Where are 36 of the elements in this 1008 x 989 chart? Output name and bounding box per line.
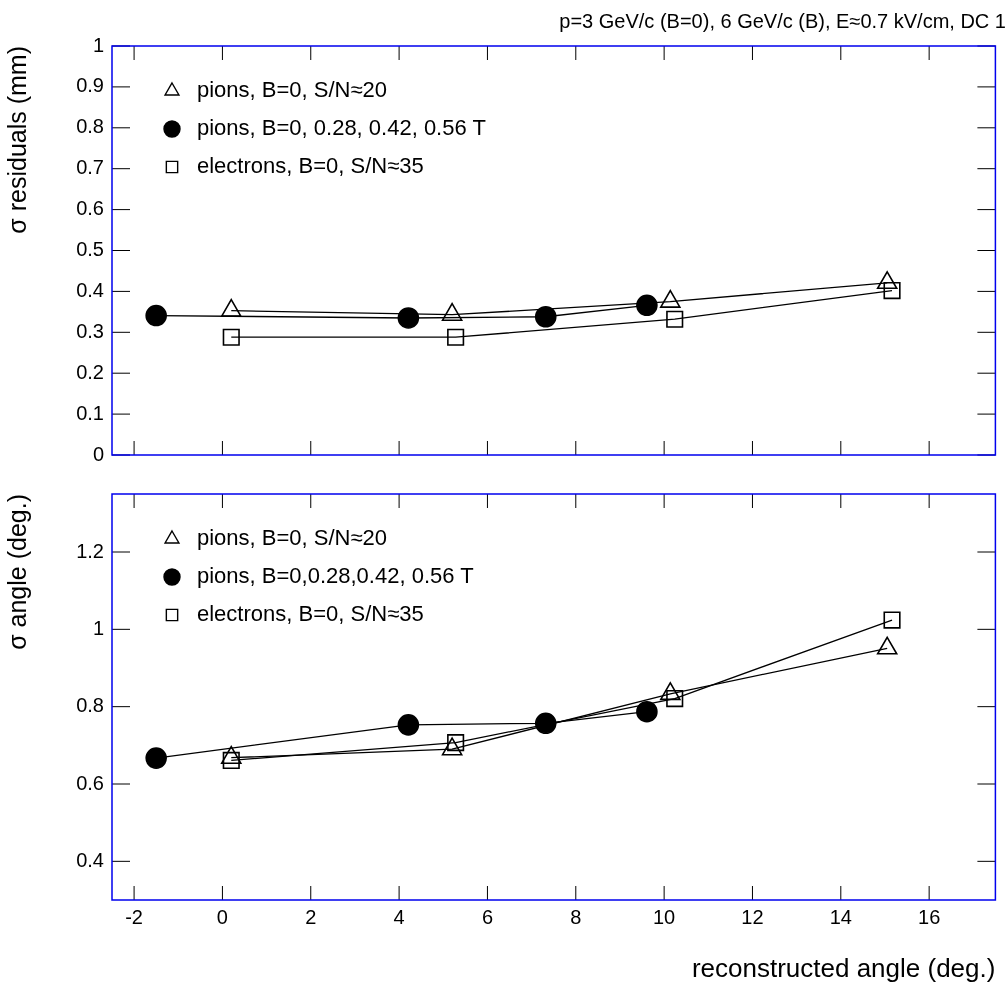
y-tick-label: 0.7 — [76, 156, 104, 179]
y-tick-label: 0.6 — [76, 771, 104, 794]
x-tick-label: 8 — [570, 905, 582, 928]
legend-label: pions, B=0,0.28,0.42, 0.56 T — [197, 563, 474, 589]
x-axis-title: reconstructed angle (deg.) — [691, 952, 996, 983]
y-tick-label: 0.8 — [76, 694, 104, 717]
legend-label: pions, B=0, S/N≈20 — [197, 77, 388, 103]
y-axis-title: σ angle (deg.) — [2, 494, 31, 650]
y-tick-label: 0.6 — [76, 197, 104, 220]
y-axis-title: σ residuals (mm) — [2, 46, 31, 234]
y-tick-label: 0.2 — [76, 360, 104, 383]
legend-label: electrons, B=0, S/N≈35 — [197, 153, 424, 179]
y-tick-label: 0.4 — [76, 278, 104, 301]
x-tick-label: 14 — [829, 905, 852, 928]
legend-label: electrons, B=0, S/N≈35 — [197, 601, 424, 627]
y-tick-label: 0.5 — [76, 238, 104, 261]
chart-title: p=3 GeV/c (B=0), 6 GeV/c (B), E≈0.7 kV/cm, DC 1 — [559, 9, 1006, 32]
x-tick-label: 2 — [305, 905, 317, 928]
y-tick-label: 1 — [92, 33, 104, 56]
y-tick-label: 1 — [92, 616, 104, 639]
y-tick-label: 0 — [92, 442, 104, 465]
x-tick-label: 10 — [653, 905, 676, 928]
x-tick-label: -2 — [125, 905, 143, 928]
x-tick-label: 6 — [481, 905, 494, 928]
y-tick-label: 0.1 — [76, 401, 104, 424]
y-tick-label: 0.9 — [76, 74, 104, 97]
x-tick-label: 4 — [393, 905, 405, 928]
x-tick-label: 12 — [741, 905, 764, 928]
y-tick-label: 0.4 — [76, 848, 104, 871]
x-tick-label: 0 — [216, 905, 228, 928]
x-tick-label: 16 — [918, 905, 941, 928]
y-tick-label: 0.3 — [76, 319, 104, 342]
y-tick-label: 1.2 — [76, 539, 104, 562]
legend-label: pions, B=0, 0.28, 0.42, 0.56 T — [197, 115, 486, 141]
legend-label: pions, B=0, S/N≈20 — [197, 525, 388, 551]
y-tick-label: 0.8 — [76, 115, 104, 138]
